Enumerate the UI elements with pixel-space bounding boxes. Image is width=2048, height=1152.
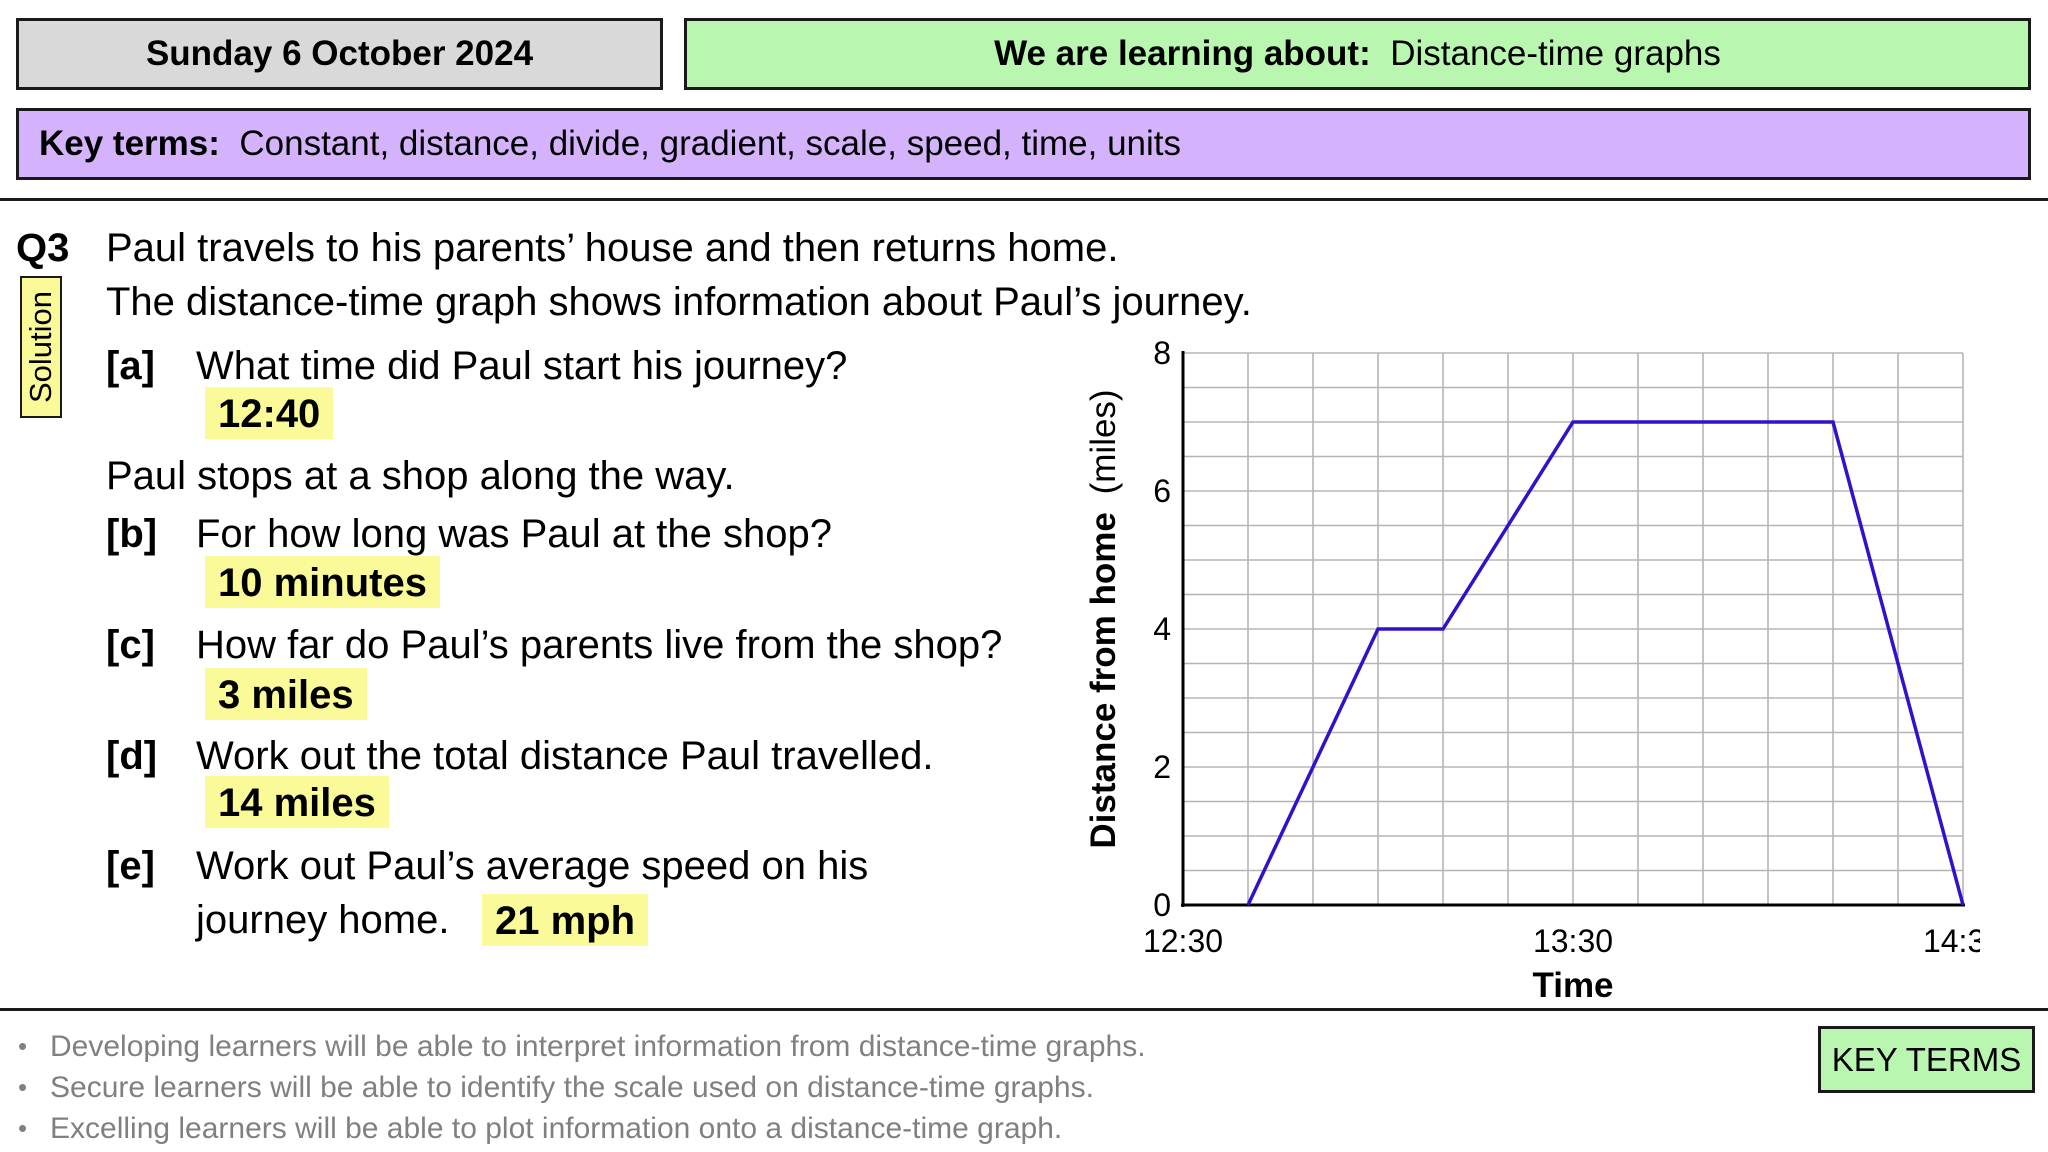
- learning-topic: Distance-time graphs: [1390, 34, 1721, 73]
- solution-button[interactable]: Solution: [20, 276, 62, 418]
- part-c-text: How far do Paul’s parents live from the …: [196, 623, 1003, 667]
- question-number: Q3: [16, 226, 70, 270]
- distance-time-graph: 0 2 4 6 8 12:30 13:30 14:30 Time Distance from …: [1084, 335, 1980, 1005]
- part-a-answer: 12:40: [205, 387, 334, 439]
- question-intro-2: The distance-time graph shows informatio…: [106, 280, 1252, 324]
- y-tick-label: 0: [1153, 887, 1171, 923]
- part-a-text: What time did Paul start his journey?: [196, 344, 848, 388]
- x-axis-label: Time: [1532, 966, 1613, 1005]
- y-tick-label: 2: [1153, 749, 1171, 785]
- shop-statement: Paul stops at a shop along the way.: [106, 454, 735, 498]
- x-tick-label: 14:30: [1923, 923, 1980, 959]
- part-e-answer: 21 mph: [482, 894, 649, 946]
- journey-line: [1246, 420, 1965, 906]
- key-terms-list: Constant, distance, divide, gradient, sc…: [239, 124, 1182, 163]
- part-d-label: [d]: [106, 734, 158, 778]
- key-terms-label: Key terms:: [39, 124, 220, 163]
- part-e-label: [e]: [106, 844, 155, 888]
- bullet-icon: •: [18, 1072, 28, 1102]
- x-tick-label: 13:30: [1533, 923, 1613, 959]
- solution-label: Solution: [23, 290, 58, 404]
- y-tick-label: 8: [1153, 335, 1171, 371]
- question-intro-1: Paul travels to his parents’ house and t…: [106, 226, 1119, 270]
- objective-excelling: • Excelling learners will be able to plot…: [18, 1111, 1063, 1145]
- y-axis-label: Distance from home (miles): [1084, 389, 1123, 848]
- y-axis-label-unit: (miles): [1084, 389, 1123, 494]
- part-d-answer: 14 miles: [205, 776, 389, 828]
- part-b-label: [b]: [106, 512, 158, 556]
- lesson-date: Sunday 6 October 2024: [145, 34, 534, 73]
- objective-developing: • Developing learners will be able to int…: [18, 1029, 1146, 1063]
- y-tick-label: 4: [1153, 611, 1171, 647]
- x-tick-label: 12:30: [1143, 923, 1223, 959]
- learning-label: We are learning about:: [994, 34, 1371, 73]
- date-box: Sunday 6 October 2024: [16, 18, 663, 90]
- y-tick-label: 6: [1153, 473, 1171, 509]
- part-e-text-2: journey home.: [196, 898, 450, 942]
- part-c-answer: 3 miles: [205, 668, 367, 720]
- y-axis-label-main: Distance from home: [1084, 512, 1123, 848]
- part-e-text-1: Work out Paul’s average speed on his: [196, 844, 869, 888]
- part-b-text: For how long was Paul at the shop?: [196, 512, 832, 556]
- learning-objectives: • Developing learners will be able to int…: [18, 1026, 1146, 1149]
- objective-secure: • Secure learners will be able to identif…: [18, 1070, 1094, 1104]
- key-terms-button[interactable]: KEY TERMS: [1818, 1026, 2035, 1093]
- bullet-icon: •: [18, 1113, 28, 1143]
- learning-objective-box: We are learning about: Distance-time gra…: [684, 18, 2031, 90]
- part-a-label: [a]: [106, 344, 155, 388]
- bullet-icon: •: [18, 1031, 28, 1061]
- part-d-text: Work out the total distance Paul travell…: [196, 734, 934, 778]
- top-divider: [0, 198, 2048, 201]
- part-b-answer: 10 minutes: [205, 556, 440, 608]
- bottom-divider: [0, 1008, 2048, 1011]
- key-terms-box: Key terms: Constant, distance, divide, g…: [16, 108, 2031, 180]
- part-c-label: [c]: [106, 623, 155, 667]
